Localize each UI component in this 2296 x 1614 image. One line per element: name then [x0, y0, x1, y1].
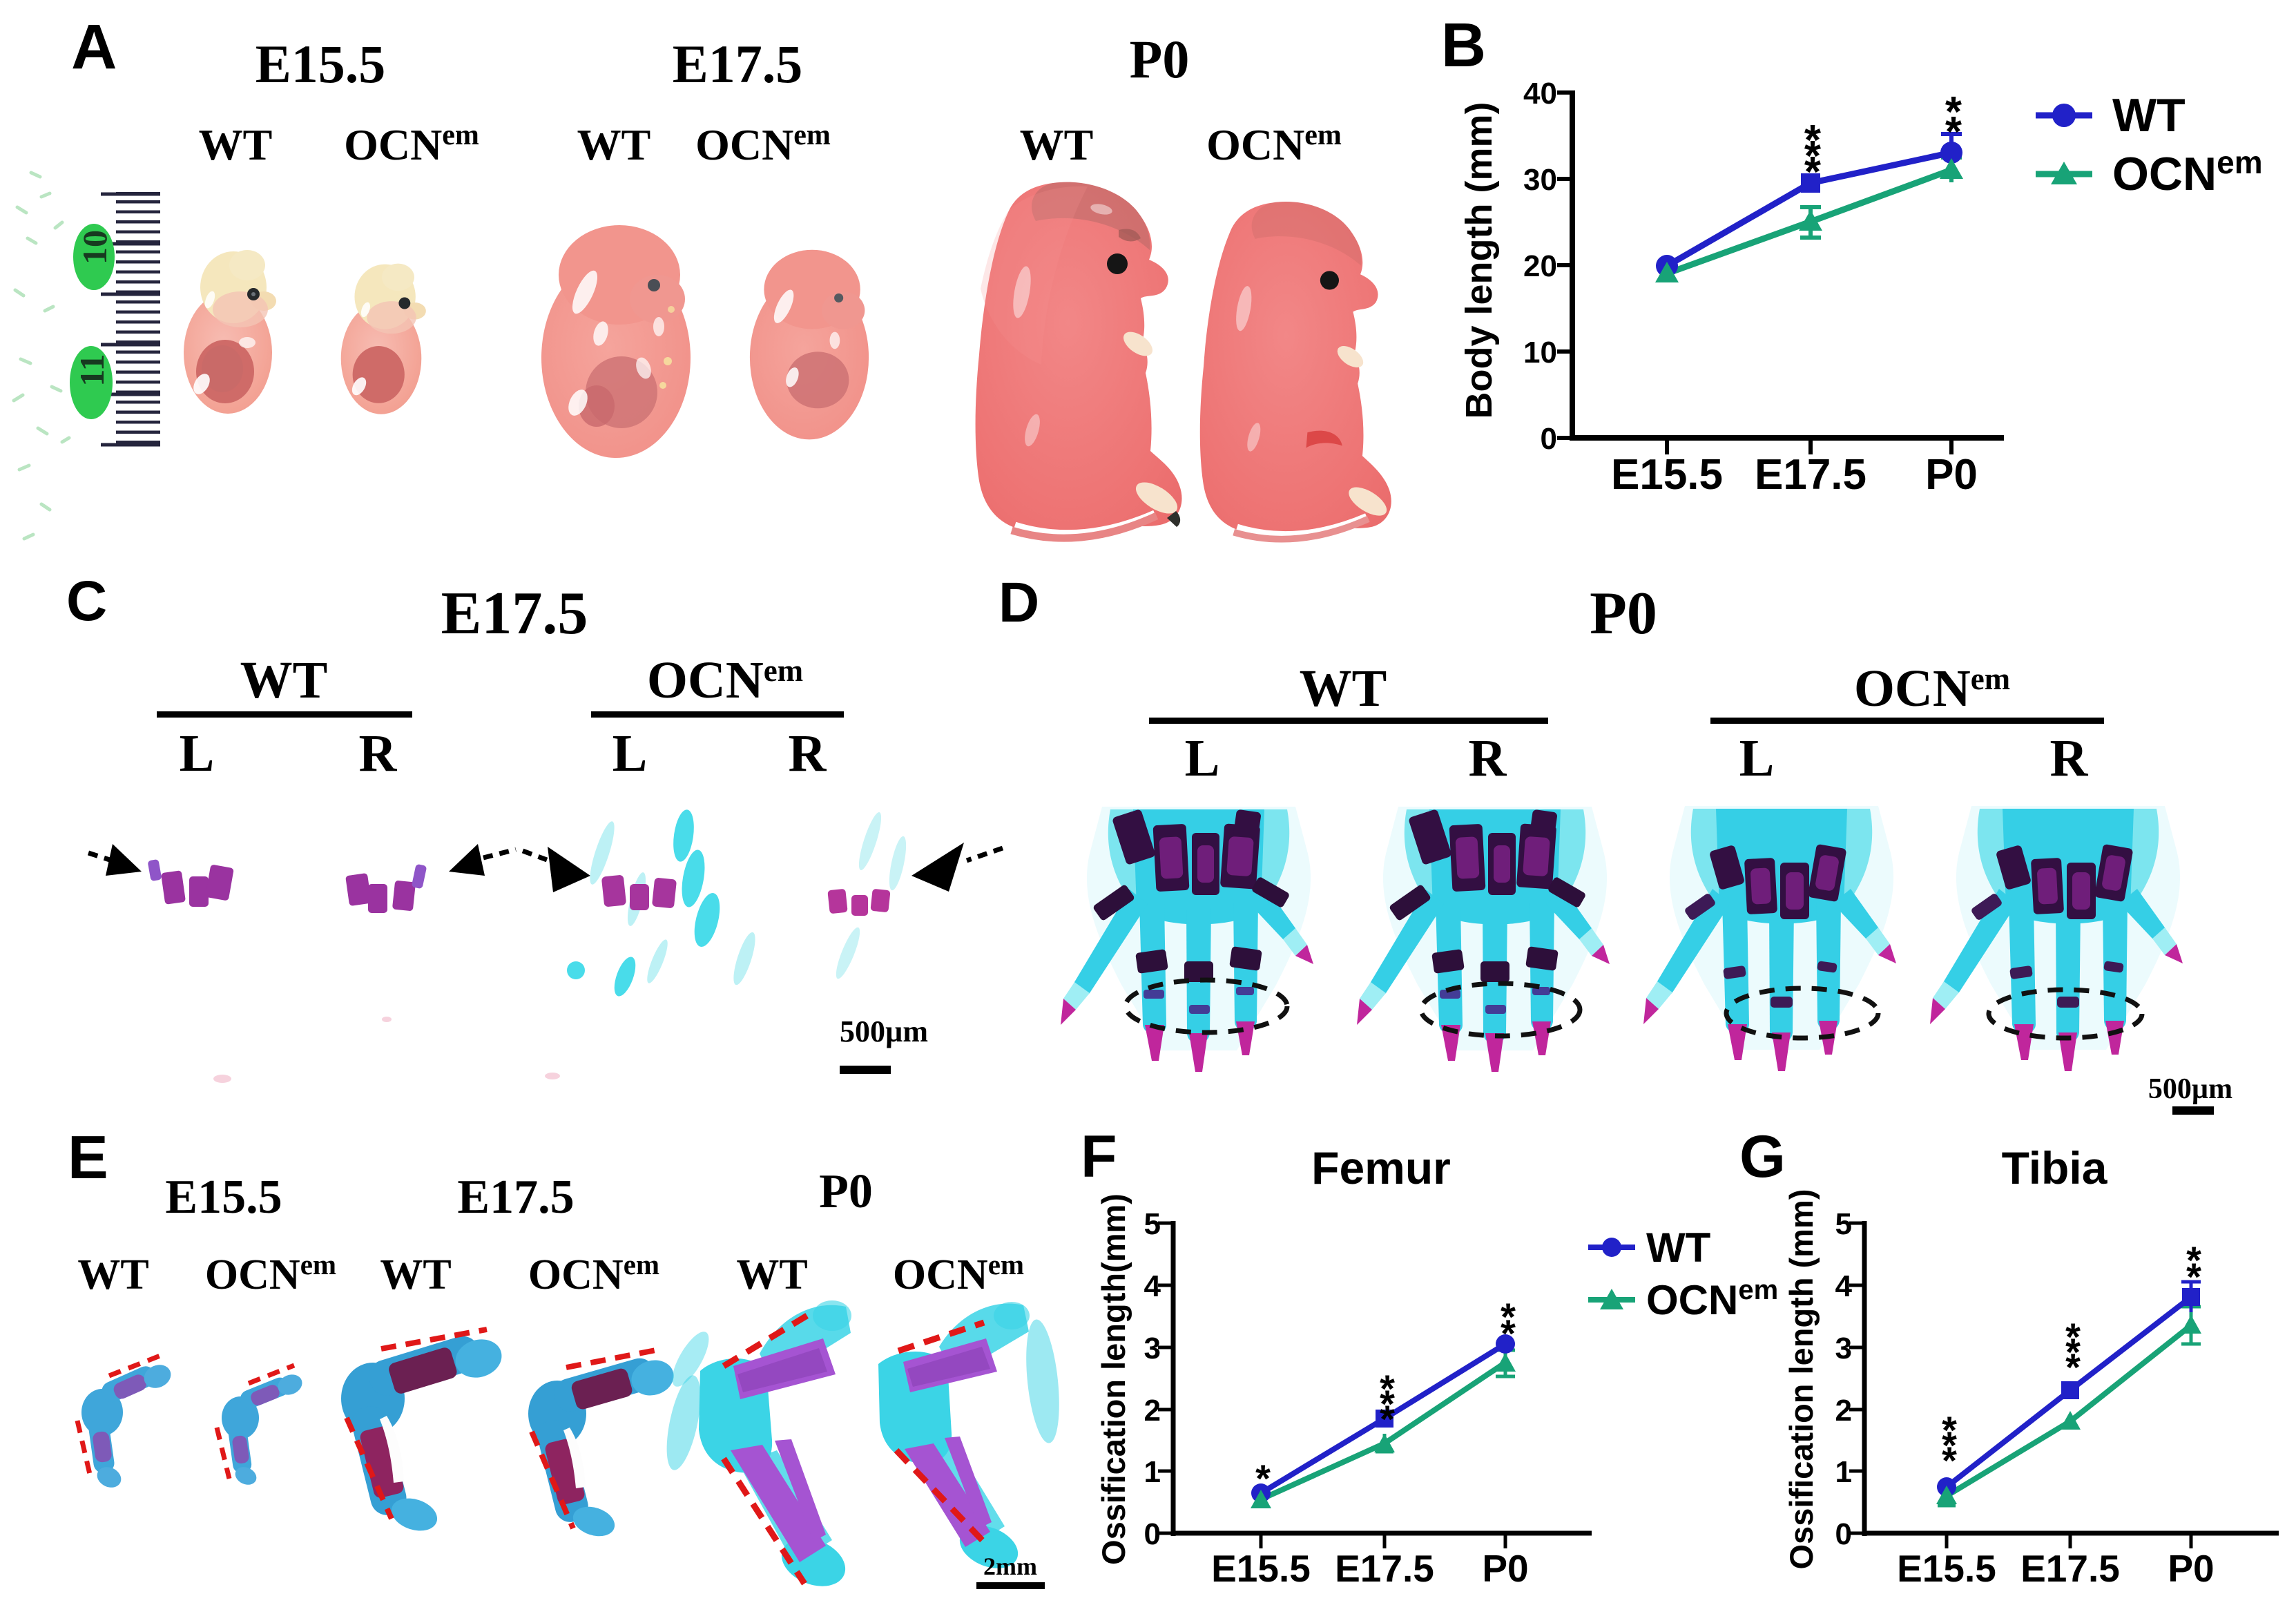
svg-text:2: 2	[1144, 1394, 1161, 1428]
svg-text:*: *	[1380, 1367, 1395, 1410]
svg-text:WT: WT	[1020, 120, 1094, 169]
svg-text:E17.5: E17.5	[441, 580, 588, 647]
svg-text:WT: WT	[77, 1251, 148, 1298]
svg-text:E15.5: E15.5	[165, 1171, 282, 1224]
svg-text:P0: P0	[1130, 29, 1190, 89]
svg-text:OCNem: OCNem	[205, 1249, 336, 1298]
svg-text:R: R	[359, 724, 398, 782]
svg-text:OCNem: OCNem	[695, 119, 831, 169]
svg-text:*: *	[1804, 133, 1822, 180]
svg-text:E15.5: E15.5	[1211, 1547, 1311, 1590]
svg-text:*: *	[2186, 1238, 2201, 1282]
svg-text:E17.5: E17.5	[457, 1171, 574, 1224]
svg-text:E: E	[68, 1123, 108, 1191]
svg-text:P0: P0	[1925, 451, 1978, 499]
svg-text:P0: P0	[1482, 1547, 1528, 1590]
svg-text:3: 3	[1144, 1332, 1161, 1365]
svg-text:Body length (mm): Body length (mm)	[1458, 102, 1500, 419]
svg-text:L: L	[1739, 729, 1775, 787]
svg-text:Ossification length(mm): Ossification length(mm)	[1095, 1193, 1132, 1565]
svg-text:WT: WT	[240, 651, 328, 709]
svg-text:E17.5: E17.5	[1335, 1547, 1434, 1590]
svg-text:E15.5: E15.5	[1611, 451, 1723, 499]
svg-text:Tibia: Tibia	[2002, 1142, 2108, 1193]
svg-text:*: *	[1501, 1312, 1516, 1355]
svg-text:*: *	[1942, 1408, 1957, 1452]
svg-text:OCNem: OCNem	[893, 1249, 1024, 1298]
svg-text:*: *	[2065, 1330, 2081, 1374]
svg-text:OCNem: OCNem	[1646, 1275, 1778, 1323]
svg-text:P0: P0	[1590, 580, 1657, 647]
svg-text:R: R	[789, 724, 827, 782]
svg-text:20: 20	[1523, 249, 1557, 283]
svg-text:*: *	[2186, 1255, 2201, 1298]
svg-text:40: 40	[1523, 77, 1557, 111]
svg-text:L: L	[180, 724, 215, 782]
svg-text:OCNem: OCNem	[2112, 144, 2263, 200]
svg-text:F: F	[1081, 1124, 1117, 1190]
svg-text:11: 11	[73, 354, 111, 386]
svg-text:2mm: 2mm	[983, 1553, 1037, 1580]
svg-text:WT: WT	[380, 1251, 451, 1298]
svg-text:*: *	[1945, 108, 1962, 156]
svg-text:E17.5: E17.5	[2020, 1547, 2120, 1590]
svg-text:R: R	[2050, 729, 2089, 787]
svg-text:500µm: 500µm	[2148, 1073, 2232, 1105]
svg-text:R: R	[1469, 729, 1507, 787]
svg-text:WT: WT	[2112, 89, 2186, 142]
svg-text:*: *	[2065, 1315, 2081, 1358]
svg-text:WT: WT	[199, 120, 273, 169]
svg-text:1: 1	[1144, 1455, 1161, 1489]
svg-text:500µm: 500µm	[840, 1015, 928, 1048]
svg-text:10: 10	[1523, 336, 1557, 369]
svg-text:1: 1	[1835, 1455, 1852, 1489]
svg-text:WT: WT	[1646, 1224, 1710, 1271]
svg-text:5: 5	[1144, 1207, 1161, 1241]
svg-text:E15.5: E15.5	[1897, 1547, 1996, 1590]
svg-text:0: 0	[1835, 1517, 1852, 1551]
svg-text:4: 4	[1835, 1269, 1853, 1303]
svg-text:*: *	[1945, 88, 1962, 136]
svg-text:*: *	[2065, 1345, 2081, 1389]
svg-text:WT: WT	[577, 120, 651, 169]
svg-text:OCNem: OCNem	[647, 651, 803, 709]
svg-text:A: A	[71, 12, 117, 82]
svg-text:5: 5	[1835, 1207, 1852, 1241]
svg-text:E17.5: E17.5	[1755, 451, 1866, 499]
svg-text:Ossification length (mm): Ossification length (mm)	[1783, 1189, 1820, 1570]
svg-text:*: *	[1942, 1423, 1957, 1467]
svg-text:L: L	[1185, 729, 1220, 787]
svg-text:30: 30	[1523, 163, 1557, 197]
svg-text:0: 0	[1144, 1517, 1161, 1551]
svg-text:D: D	[999, 571, 1039, 634]
svg-text:*: *	[1380, 1382, 1395, 1425]
svg-text:OCNem: OCNem	[1206, 119, 1342, 169]
svg-text:B: B	[1441, 11, 1486, 80]
svg-text:*: *	[1501, 1295, 1516, 1338]
svg-text:0: 0	[1541, 422, 1557, 456]
svg-text:L: L	[612, 724, 648, 782]
svg-text:*: *	[1255, 1457, 1271, 1500]
svg-text:3: 3	[1835, 1332, 1852, 1365]
svg-text:4: 4	[1144, 1269, 1161, 1303]
svg-text:Femur: Femur	[1311, 1142, 1451, 1193]
svg-text:10: 10	[75, 230, 114, 265]
svg-text:*: *	[1380, 1397, 1395, 1441]
svg-text:WT: WT	[736, 1251, 807, 1298]
svg-text:C: C	[66, 570, 107, 633]
svg-text:OCNem: OCNem	[344, 119, 479, 169]
svg-text:OCNem: OCNem	[1854, 660, 2010, 718]
svg-text:2: 2	[1835, 1394, 1852, 1428]
svg-text:P0: P0	[819, 1165, 873, 1218]
svg-text:*: *	[1942, 1439, 1957, 1482]
svg-text:*: *	[1804, 117, 1822, 164]
svg-text:*: *	[1804, 148, 1822, 196]
svg-text:G: G	[1739, 1124, 1786, 1190]
svg-text:WT: WT	[1300, 660, 1387, 718]
svg-text:E15.5: E15.5	[255, 34, 386, 94]
svg-text:OCNem: OCNem	[528, 1249, 659, 1298]
svg-text:P0: P0	[2168, 1547, 2214, 1590]
svg-text:E17.5: E17.5	[673, 34, 803, 94]
